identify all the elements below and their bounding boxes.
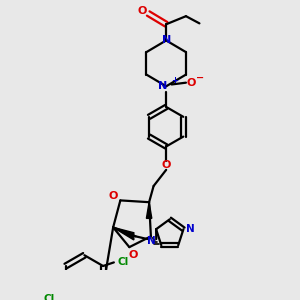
Text: O: O (128, 250, 138, 260)
Text: Cl: Cl (117, 257, 128, 267)
Text: N: N (162, 35, 171, 45)
Text: O: O (109, 191, 118, 201)
Text: O: O (161, 160, 171, 170)
Text: O: O (187, 78, 196, 88)
Polygon shape (146, 202, 152, 218)
Text: +: + (171, 76, 178, 85)
Text: Cl: Cl (44, 294, 55, 300)
Text: N: N (158, 81, 167, 91)
Text: N: N (147, 236, 156, 246)
Text: N: N (186, 224, 195, 234)
Text: −: − (196, 73, 204, 83)
Text: O: O (137, 6, 147, 16)
Polygon shape (113, 227, 134, 240)
